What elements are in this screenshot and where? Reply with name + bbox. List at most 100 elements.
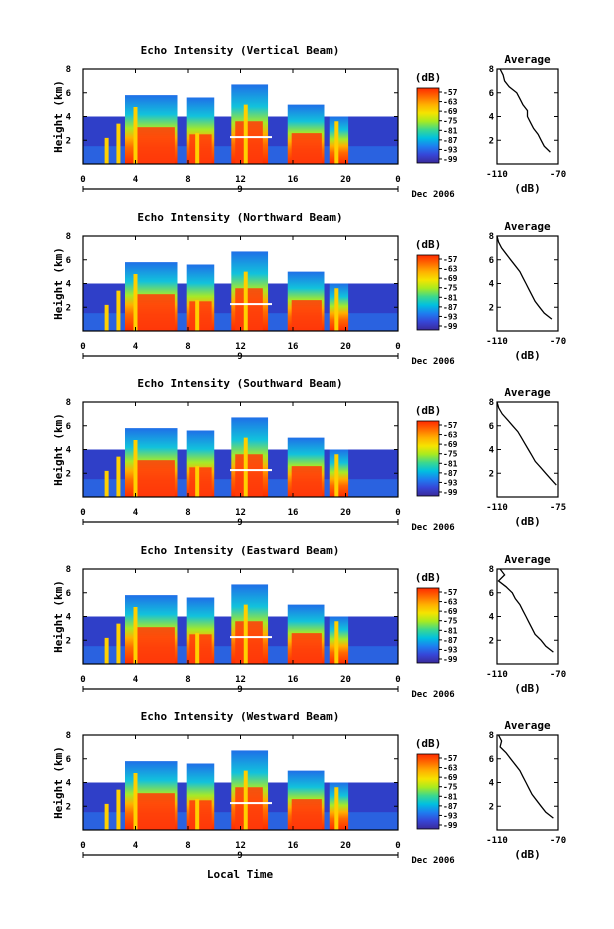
echo-data-gap bbox=[230, 136, 272, 139]
echo-data-gap bbox=[230, 303, 272, 306]
colorbar-tick-label: -75 bbox=[443, 284, 458, 293]
colorbar-tick-label: -57 bbox=[443, 754, 458, 763]
y-tick-label: 2 bbox=[66, 136, 71, 146]
panel-group: Echo Intensity (Westward Beam)2468Height… bbox=[52, 710, 566, 866]
colorbar-tick-label: -57 bbox=[443, 588, 458, 597]
average-x-label: (dB) bbox=[514, 515, 541, 528]
echo-core-block bbox=[291, 466, 322, 497]
x-tick-label: 20 bbox=[340, 508, 351, 518]
colorbar bbox=[416, 753, 440, 830]
echo-core-block bbox=[291, 300, 322, 331]
echo-cloud-block bbox=[329, 782, 349, 830]
colorbar-tick-label: -57 bbox=[443, 88, 458, 97]
x-tick-label: 0 bbox=[395, 342, 400, 352]
x-tick-label: 20 bbox=[340, 342, 351, 352]
y-tick-label: 6 bbox=[66, 589, 71, 599]
x-tick-label: 4 bbox=[133, 342, 139, 352]
echo-core-block bbox=[235, 787, 263, 830]
colorbar-tick-label: -87 bbox=[443, 802, 458, 811]
echo-core-block bbox=[235, 288, 263, 331]
echo-core-block bbox=[134, 793, 175, 830]
colorbar-tick-label: -63 bbox=[443, 764, 458, 773]
echo-spike bbox=[195, 466, 200, 497]
echo-core-block bbox=[189, 301, 212, 331]
echo-core-block bbox=[291, 133, 322, 164]
echo-core-block bbox=[235, 121, 263, 164]
echo-core-block bbox=[134, 627, 175, 664]
y-tick-label: 4 bbox=[66, 446, 72, 456]
average-x-label: (dB) bbox=[514, 182, 541, 195]
colorbar-tick-label: -93 bbox=[443, 312, 458, 321]
echo-spike bbox=[116, 623, 121, 664]
colorbar-tick-label: -57 bbox=[443, 421, 458, 430]
echo-core-block bbox=[189, 467, 212, 497]
echo-core-block bbox=[134, 127, 175, 164]
average-title: Average bbox=[504, 719, 551, 732]
y-tick-label: 2 bbox=[66, 802, 71, 812]
colorbar-tick-label: -87 bbox=[443, 136, 458, 145]
average-x-tick-label: -110 bbox=[486, 836, 508, 846]
date-label: Dec 2006 bbox=[411, 856, 454, 866]
echo-spike bbox=[243, 271, 248, 331]
x-tick-label: 16 bbox=[288, 508, 299, 518]
colorbar-tick-label: -87 bbox=[443, 303, 458, 312]
x-tick-label: 8 bbox=[185, 675, 190, 685]
colorbar-tick-label: -87 bbox=[443, 636, 458, 645]
x-tick-label: 4 bbox=[133, 175, 139, 185]
echo-core-block bbox=[134, 460, 175, 497]
colorbar-tick-label: -81 bbox=[443, 459, 458, 468]
average-y-tick-label: 2 bbox=[489, 303, 494, 313]
colorbar-tick-label: -75 bbox=[443, 450, 458, 459]
x-tick-label: 8 bbox=[185, 342, 190, 352]
echo-spike bbox=[116, 456, 121, 497]
y-tick-label: 2 bbox=[66, 303, 71, 313]
average-y-tick-label: 6 bbox=[489, 755, 494, 765]
average-x-tick-label: -70 bbox=[550, 836, 566, 846]
x-tick-label: 4 bbox=[133, 508, 139, 518]
echo-spike bbox=[133, 773, 138, 830]
average-frame bbox=[496, 568, 559, 665]
y-tick-label: 6 bbox=[66, 755, 71, 765]
colorbar-tick-label: -99 bbox=[443, 655, 458, 664]
echo-core-block bbox=[189, 800, 212, 830]
average-y-tick-label: 8 bbox=[489, 398, 494, 408]
y-axis-label: Height (km) bbox=[52, 580, 65, 653]
average-frame bbox=[496, 401, 559, 498]
average-y-tick-label: 8 bbox=[489, 232, 494, 242]
x-tick-label: 8 bbox=[185, 175, 190, 185]
panel-group: Echo Intensity (Southward Beam)2468Heigh… bbox=[52, 377, 566, 533]
x-tick-label: 12 bbox=[235, 508, 246, 518]
y-axis-label: Height (km) bbox=[52, 746, 65, 819]
x-tick-label: 0 bbox=[80, 675, 85, 685]
average-profile-line bbox=[499, 68, 551, 153]
x-tick-label: 0 bbox=[395, 675, 400, 685]
echo-core-block bbox=[235, 621, 263, 664]
echo-field bbox=[83, 417, 398, 497]
average-profile-line bbox=[496, 401, 557, 486]
echo-field bbox=[83, 251, 398, 331]
date-label: Dec 2006 bbox=[411, 190, 454, 200]
echo-spike bbox=[104, 470, 109, 497]
echo-spike bbox=[133, 274, 138, 331]
average-x-tick-label: -70 bbox=[550, 170, 566, 180]
panel-title: Echo Intensity (Eastward Beam) bbox=[141, 544, 340, 557]
x-tick-label: 0 bbox=[395, 841, 400, 851]
average-x-tick-label: -110 bbox=[486, 337, 508, 347]
x-tick-label: 16 bbox=[288, 841, 299, 851]
average-y-tick-label: 8 bbox=[489, 65, 494, 75]
colorbar-tick-label: -93 bbox=[443, 145, 458, 154]
average-y-tick-label: 2 bbox=[489, 136, 494, 146]
average-profile-line bbox=[497, 568, 554, 653]
x-tick-label: 16 bbox=[288, 342, 299, 352]
echo-spike bbox=[133, 107, 138, 164]
y-tick-label: 6 bbox=[66, 256, 71, 266]
y-tick-label: 8 bbox=[66, 65, 71, 75]
echo-field bbox=[83, 84, 398, 164]
day-marker: 9 bbox=[237, 352, 242, 362]
average-y-tick-label: 6 bbox=[489, 589, 494, 599]
x-tick-label: 8 bbox=[185, 841, 190, 851]
x-tick-label: 12 bbox=[235, 675, 246, 685]
day-marker: 9 bbox=[237, 185, 242, 195]
colorbar-unit: (dB) bbox=[415, 238, 442, 251]
x-tick-label: 0 bbox=[80, 841, 85, 851]
